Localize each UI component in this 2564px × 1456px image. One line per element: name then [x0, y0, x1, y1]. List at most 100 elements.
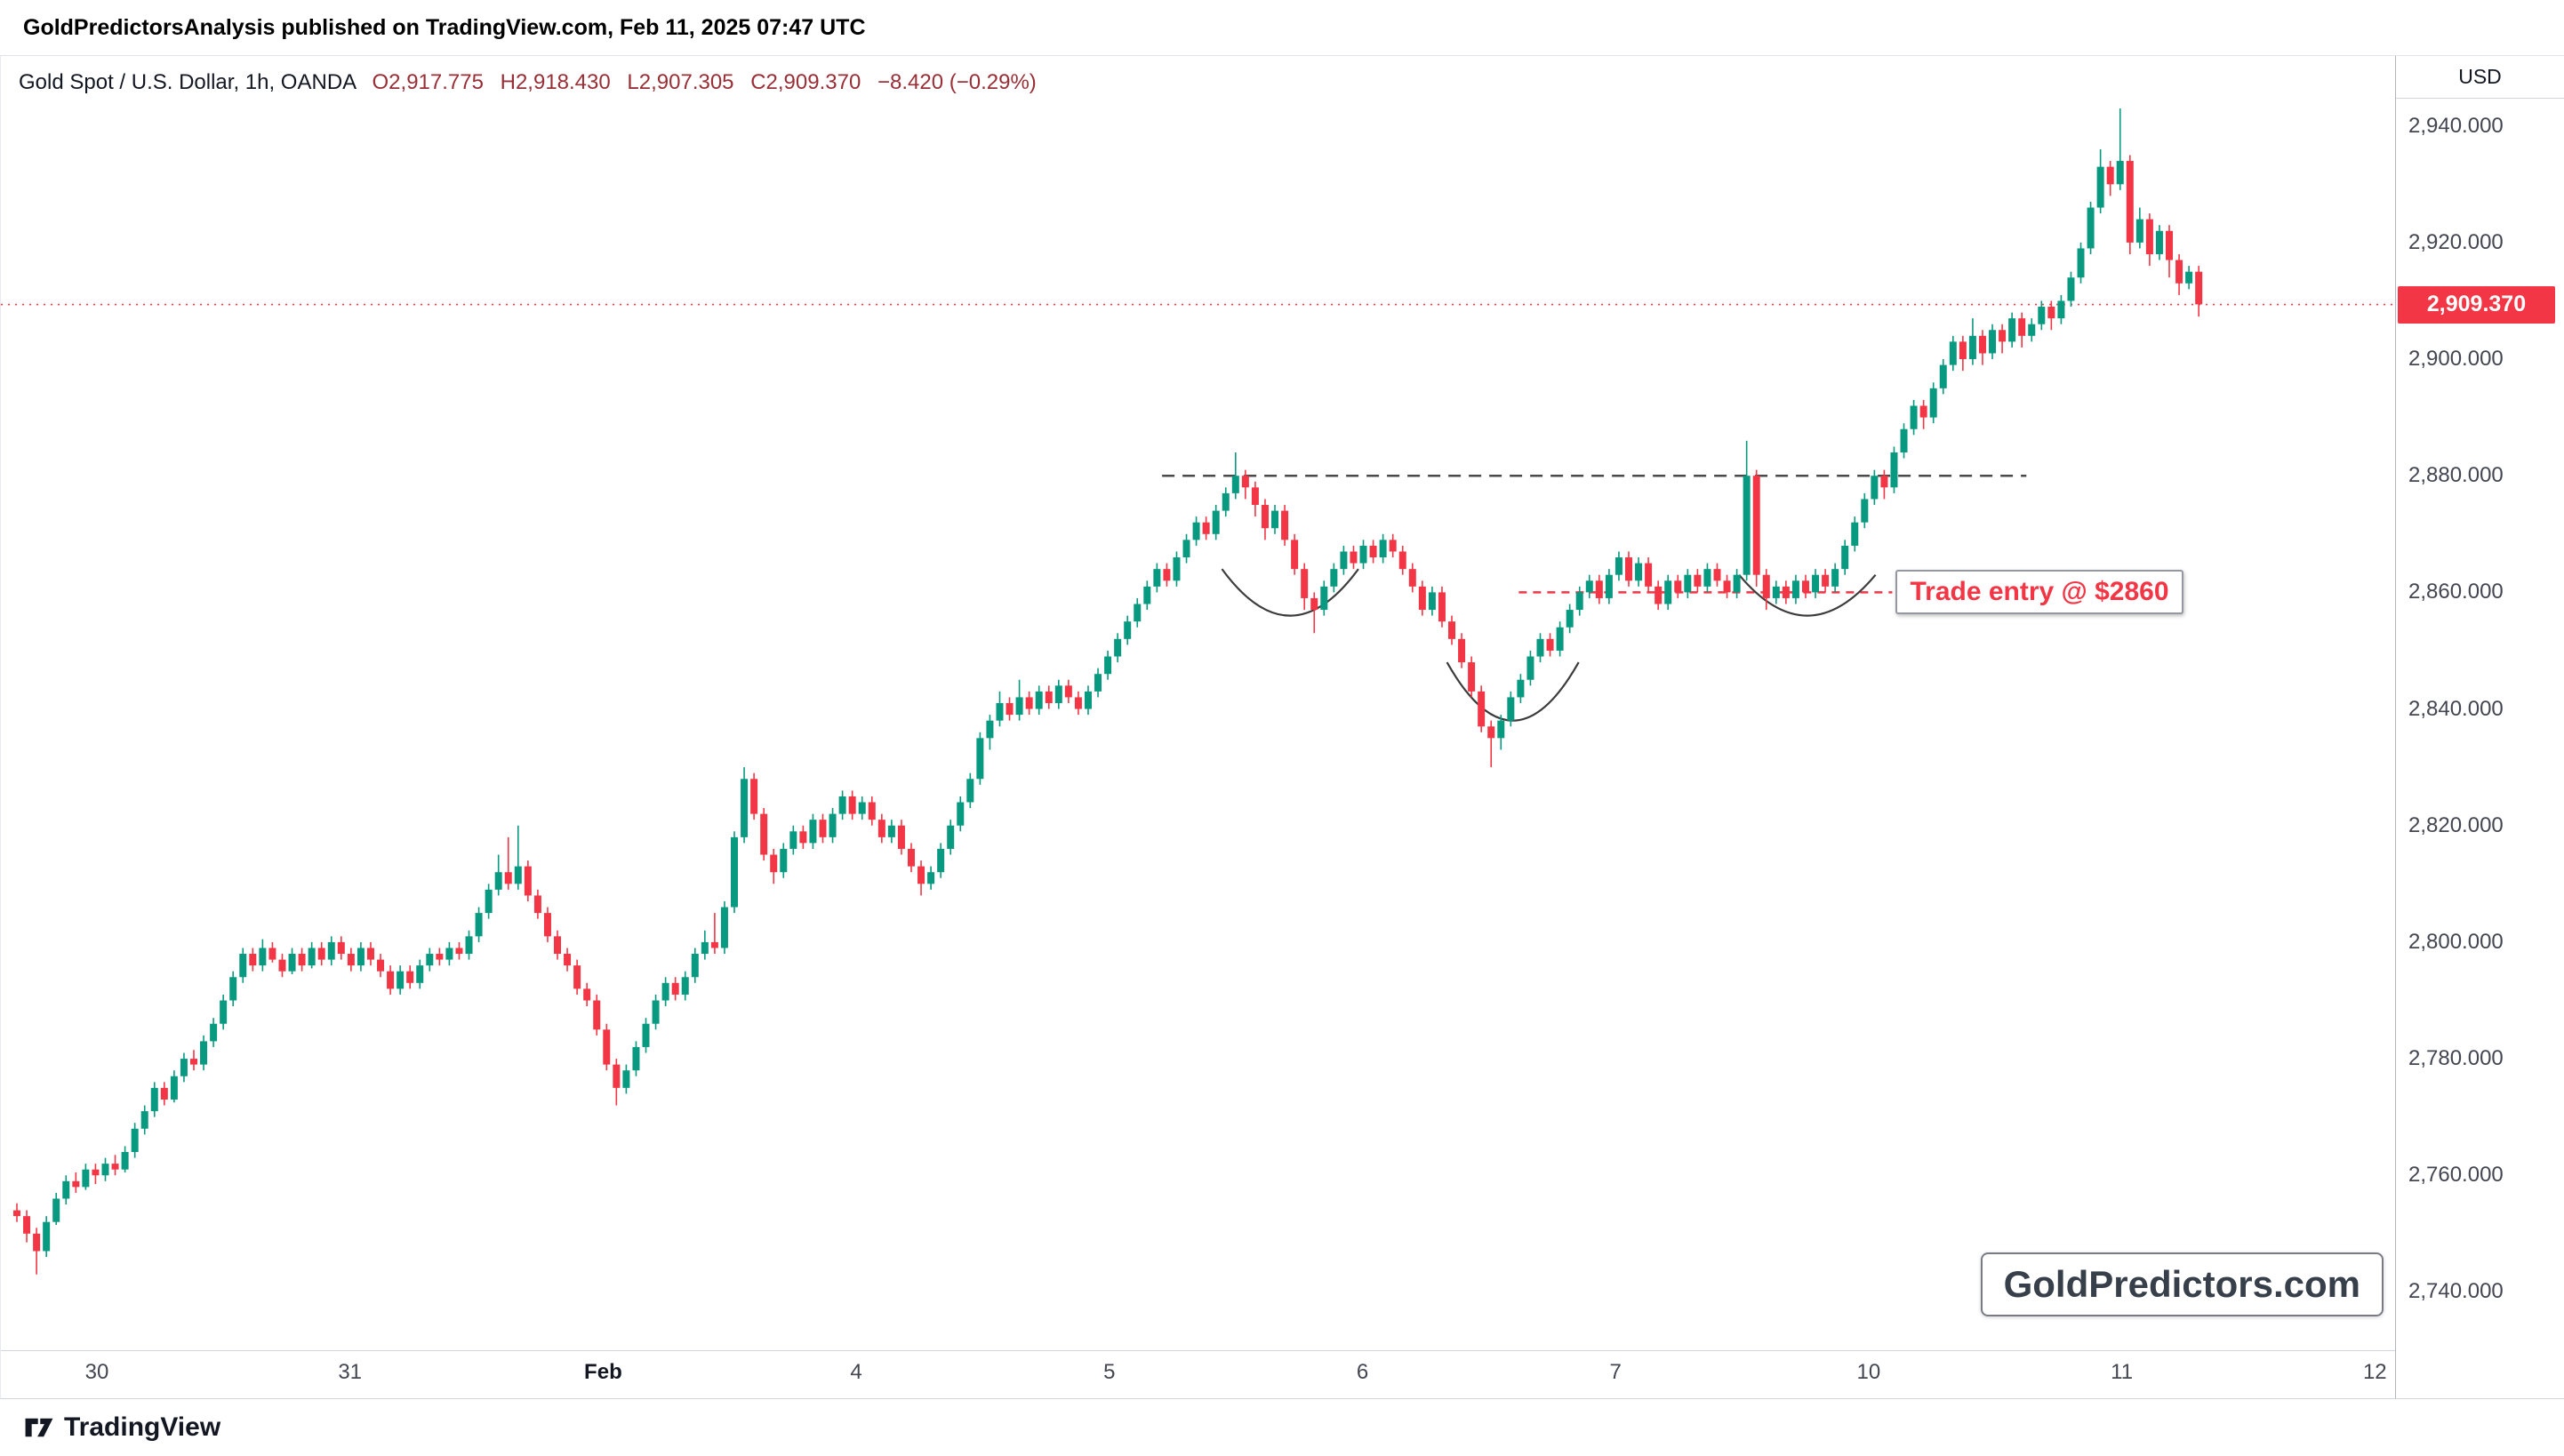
candle-body	[1291, 540, 1299, 570]
candle-body	[1448, 621, 1456, 639]
candle-body	[1202, 522, 1210, 534]
candle-body	[720, 907, 728, 948]
candle-body	[603, 1029, 611, 1065]
candle-body	[1389, 540, 1397, 552]
candle-body	[140, 1111, 148, 1129]
candle-body	[1743, 476, 1751, 575]
time-tick-label: 12	[2362, 1360, 2387, 1384]
candle-body	[1624, 557, 1632, 581]
candle-body	[996, 703, 1004, 721]
price-tick-label: 2,800.000	[2408, 929, 2504, 954]
candle-body	[180, 1059, 188, 1076]
arc-annotation-1[interactable]	[1221, 568, 1359, 617]
candle-body	[397, 971, 405, 989]
candle-body	[671, 982, 679, 995]
candle-body	[1310, 597, 1318, 611]
candle-body	[465, 936, 473, 955]
candle-body	[200, 1041, 208, 1065]
candle-body	[809, 820, 817, 844]
tradingview-logo-icon[interactable]	[23, 1412, 55, 1444]
candle-body	[1575, 592, 1583, 611]
candle-body	[1418, 586, 1426, 611]
candle-body	[504, 872, 512, 884]
price-tick-label: 2,760.000	[2408, 1163, 2504, 1188]
candle-body	[710, 941, 718, 948]
candle-body	[1900, 428, 1908, 452]
candle-body	[1398, 551, 1406, 570]
candle-body	[1595, 580, 1603, 598]
price-tick-label: 2,940.000	[2408, 113, 2504, 138]
symbol-title[interactable]: Gold Spot / U.S. Dollar, 1h, OANDA	[19, 70, 356, 94]
candle-body	[1871, 476, 1879, 500]
candle-body	[268, 948, 276, 960]
candle-body	[1487, 726, 1495, 739]
candle-body	[1959, 341, 1967, 360]
candle-body	[741, 779, 749, 837]
candle-body	[514, 866, 522, 884]
price-axis[interactable]: USD 2,909.370 2,940.000 2,920.000 2,900.00…	[2395, 56, 2564, 1398]
tradingview-logo-text[interactable]: TradingView	[64, 1412, 221, 1442]
publish-info-bar: GoldPredictorsAnalysis published on Trad…	[0, 0, 2564, 55]
candle-body	[2038, 307, 2046, 324]
candle-body	[543, 913, 551, 937]
candle-body	[1104, 656, 1112, 675]
candle-body	[1074, 697, 1082, 709]
candle-body	[131, 1128, 139, 1153]
candle-body	[1143, 586, 1151, 604]
candle-body	[288, 954, 296, 972]
publish-info-text: GoldPredictorsAnalysis published on Trad…	[23, 14, 866, 40]
candle-body	[829, 813, 837, 837]
candle-body	[1861, 499, 1869, 523]
candle-body	[82, 1169, 90, 1188]
candle-body	[2166, 230, 2174, 260]
candle-body	[957, 802, 965, 826]
candle-body	[1536, 638, 1544, 657]
candle-body	[1822, 574, 1830, 587]
candle-body	[1939, 364, 1947, 388]
time-tick-label: 10	[1856, 1360, 1881, 1384]
candle-body	[877, 820, 885, 837]
time-tick-label: Feb	[584, 1360, 622, 1384]
candle-body	[121, 1152, 129, 1170]
candle-body	[2018, 318, 2026, 336]
candle-body	[799, 831, 807, 844]
plot-area[interactable]: Gold Spot / U.S. Dollar, 1h, OANDA O2,91…	[1, 56, 2395, 1350]
candles-svg	[1, 108, 2395, 1275]
time-axis[interactable]: 30 31 Feb 4 5 6 7 10 11 12	[1, 1350, 2395, 1398]
symbol-header: Gold Spot / U.S. Dollar, 1h, OANDA O2,91…	[19, 70, 1037, 95]
candle-body	[1222, 492, 1230, 511]
candle-body	[259, 948, 267, 966]
candle-body	[229, 977, 237, 1001]
candle-body	[2145, 219, 2153, 254]
time-tick-label: 30	[84, 1360, 109, 1384]
candle-body	[622, 1070, 630, 1088]
candle-body	[92, 1169, 100, 1176]
candle-body	[327, 941, 335, 960]
candle-body	[298, 954, 306, 966]
candle-body	[1153, 569, 1161, 587]
candle-body	[1890, 452, 1898, 488]
candle-body	[642, 1023, 650, 1047]
candle-body	[1025, 697, 1033, 709]
ohlc-high: H2,918.430	[500, 70, 611, 94]
candle-body	[1163, 569, 1171, 581]
time-tick-label: 31	[338, 1360, 363, 1384]
candle-body	[858, 802, 866, 814]
arc-annotation-3[interactable]	[1738, 574, 1877, 617]
candle-body	[681, 977, 689, 995]
candle-body	[1271, 510, 1279, 529]
candle-body	[868, 802, 876, 820]
candle-body	[1812, 574, 1820, 593]
candle-body	[1645, 563, 1653, 587]
candle-body	[2155, 230, 2163, 254]
candle-body	[1556, 627, 1564, 651]
candle-body	[701, 941, 709, 955]
candle-body	[1851, 522, 1859, 546]
candle-body	[554, 936, 562, 955]
currency-label: USD	[2396, 56, 2564, 99]
candle-body	[1664, 580, 1672, 604]
trade-entry-label[interactable]: Trade entry @ $2860	[1895, 570, 2183, 615]
candle-body	[1134, 604, 1142, 622]
candle-body	[1605, 574, 1613, 598]
candle-body	[976, 738, 984, 780]
